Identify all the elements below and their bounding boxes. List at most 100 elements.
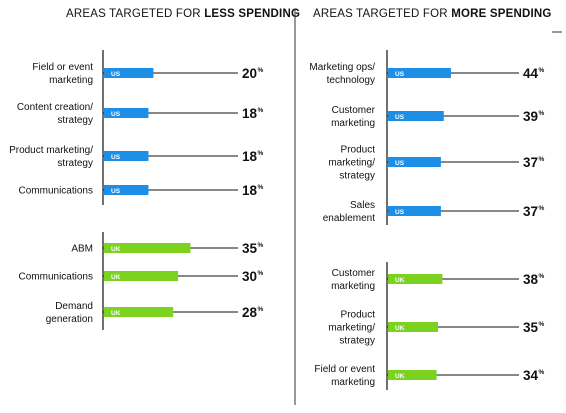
- data-label: 28: [242, 305, 258, 320]
- category-label-line: Sales: [350, 200, 375, 211]
- bar-country-label: UK: [395, 277, 405, 284]
- bar-country-label: UK: [111, 274, 121, 281]
- bar: [104, 271, 179, 281]
- data-label-unit: %: [539, 273, 545, 280]
- category-label-line: Marketing ops/: [309, 62, 375, 73]
- data-label-unit: %: [258, 242, 264, 249]
- data-label-unit: %: [539, 205, 545, 212]
- bar: [104, 68, 154, 78]
- category-label-line: technology: [327, 75, 375, 86]
- category-label-line: Product: [341, 145, 376, 156]
- category-label-line: marketing: [331, 377, 375, 388]
- category-label: Content creation/strategy: [17, 102, 93, 126]
- bar-country-label: US: [111, 188, 121, 195]
- bar-country-label: US: [395, 209, 405, 216]
- bar: [388, 206, 441, 216]
- category-label-line: marketing/: [328, 158, 375, 169]
- header-less-prefix: AREAS TARGETED FOR: [66, 8, 205, 20]
- bar: [388, 370, 437, 380]
- bar-country-label: UK: [395, 325, 405, 332]
- data-label: 37: [523, 155, 538, 170]
- category-label: Communications: [19, 186, 93, 197]
- data-label-unit: %: [539, 67, 545, 74]
- category-label-line: Product: [341, 310, 376, 321]
- data-label-unit: %: [539, 321, 545, 328]
- bar: [388, 274, 443, 284]
- data-label-unit: %: [539, 369, 545, 376]
- data-label: 20: [242, 66, 257, 81]
- header-more-spending: AREAS TARGETED FOR MORE SPENDING: [313, 8, 552, 20]
- bar-country-label: US: [395, 114, 405, 121]
- data-label: 18: [242, 183, 258, 198]
- data-label-unit: %: [258, 150, 264, 157]
- bar: [388, 111, 444, 121]
- category-label: Product marketing/strategy: [328, 145, 375, 182]
- category-label: Marketing ops/technology: [309, 62, 375, 86]
- category-label: Field or event marketing: [314, 364, 375, 388]
- category-label: Sales enablement: [323, 200, 375, 224]
- category-label-line: Communications: [19, 186, 93, 197]
- data-label-unit: %: [539, 110, 545, 117]
- category-label-line: strategy: [339, 336, 375, 347]
- category-label: ABM: [71, 244, 93, 255]
- bar-country-label: US: [395, 160, 405, 167]
- data-label: 30: [242, 269, 257, 284]
- bar-country-label: UK: [395, 373, 405, 380]
- category-label-line: marketing: [49, 75, 93, 86]
- category-label-line: enablement: [323, 213, 375, 224]
- bar-country-label: UK: [111, 246, 121, 253]
- data-label: 37: [523, 204, 538, 219]
- data-label: 34: [523, 368, 539, 383]
- data-label: 35: [242, 241, 258, 256]
- category-label-line: marketing/: [328, 323, 375, 334]
- bar-country-label: US: [395, 71, 405, 78]
- data-label: 44: [523, 66, 539, 81]
- data-label-unit: %: [258, 67, 264, 74]
- data-label: 39: [523, 109, 538, 124]
- bar: [388, 68, 451, 78]
- category-label: Field or event marketing: [32, 62, 93, 86]
- data-label: 35: [523, 320, 539, 335]
- category-label: Product marketing/strategy: [9, 145, 93, 169]
- category-label-line: Field or event: [314, 364, 375, 375]
- category-label-line: generation: [46, 314, 93, 325]
- data-label-unit: %: [258, 306, 264, 313]
- category-label-line: Field or event: [32, 62, 93, 73]
- bar-country-label: UK: [111, 310, 121, 317]
- data-label-unit: %: [258, 107, 264, 114]
- category-label-line: strategy: [339, 171, 375, 182]
- category-label-line: marketing: [331, 281, 375, 292]
- header-less-emphasis: LESS SPENDING: [204, 8, 301, 20]
- category-label-line: Customer: [332, 105, 376, 116]
- bar-country-label: US: [111, 71, 121, 78]
- data-label-unit: %: [258, 184, 264, 191]
- category-label: Communications: [19, 272, 93, 283]
- category-label-line: marketing: [331, 118, 375, 129]
- bar-country-label: US: [111, 154, 121, 161]
- bar: [104, 307, 174, 317]
- bar: [388, 157, 441, 167]
- data-label: 18: [242, 149, 258, 164]
- data-label: 38: [523, 272, 539, 287]
- bar: [388, 322, 439, 332]
- category-label: Customer marketing: [331, 105, 376, 129]
- bar-country-label: US: [111, 111, 121, 118]
- category-label: Customer marketing: [331, 268, 376, 292]
- bar: [104, 151, 149, 161]
- header-more-emphasis: MORE SPENDING: [451, 8, 552, 20]
- header-more-prefix: AREAS TARGETED FOR: [313, 8, 452, 20]
- category-label-line: Product marketing/: [9, 145, 93, 156]
- category-label-line: Communications: [19, 272, 93, 283]
- category-label: Product marketing/strategy: [328, 310, 375, 347]
- data-label-unit: %: [258, 270, 264, 277]
- data-label: 18: [242, 106, 258, 121]
- category-label-line: strategy: [57, 115, 93, 126]
- category-label-line: strategy: [57, 158, 93, 169]
- data-label-unit: %: [539, 156, 545, 163]
- header-less-spending: AREAS TARGETED FOR LESS SPENDING: [66, 8, 300, 20]
- bar: [104, 185, 149, 195]
- category-label-line: Customer: [332, 268, 376, 279]
- category-label: Demand generation: [46, 301, 93, 325]
- category-label-line: ABM: [71, 244, 93, 255]
